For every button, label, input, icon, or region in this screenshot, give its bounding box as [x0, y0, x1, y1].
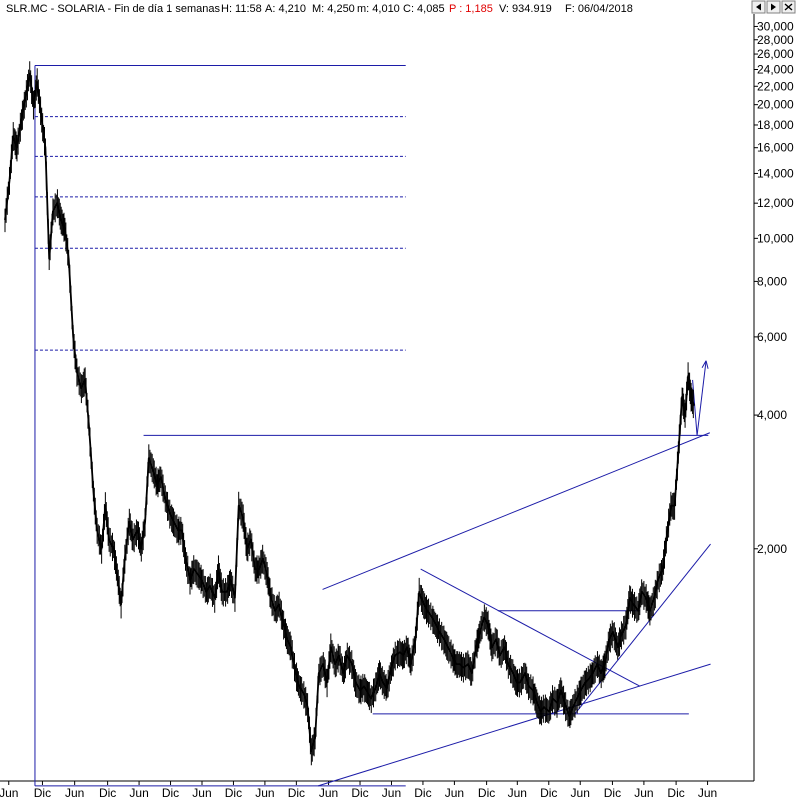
y-tick-label: 26,000: [757, 47, 794, 61]
trendline: [322, 432, 710, 590]
arrowhead-icon: [701, 360, 709, 369]
x-tick-label: Jun: [698, 786, 717, 799]
y-tick-label: 12,000: [757, 196, 794, 210]
y-tick-label: 8,000: [757, 274, 787, 288]
x-tick-label: Jun: [445, 786, 464, 799]
x-tick-label: Jun: [508, 786, 527, 799]
y-tick-label: 22,000: [757, 79, 794, 93]
header-open: A: 4,210: [265, 3, 306, 15]
y-tick-label: 16,000: [757, 141, 794, 155]
scroll-right-button[interactable]: [766, 0, 781, 14]
arrow-right-icon: [771, 3, 776, 11]
x-tick-label: Dic: [604, 786, 621, 799]
x-tick-label: Jun: [571, 786, 590, 799]
scroll-left-button[interactable]: [751, 0, 766, 14]
y-tick-label: 2,000: [757, 542, 787, 556]
dashed-levels: [34, 116, 406, 351]
price-series: [4, 61, 695, 766]
header-high: M: 4,250: [312, 3, 355, 15]
close-button[interactable]: [781, 0, 796, 14]
x-tick-label: Dic: [351, 786, 368, 799]
x-tick-label: Jun: [255, 786, 274, 799]
x-tick-label: Dic: [225, 786, 242, 799]
y-tick-label: 6,000: [757, 330, 787, 344]
x-tick-label: Dic: [478, 786, 495, 799]
x-tick-label: Jun: [129, 786, 148, 799]
y-tick-label: 18,000: [757, 118, 794, 132]
x-tick-label: Jun: [65, 786, 84, 799]
x-axis: Jun Dic Jun Dic Jun Dic Jun Dic Jun Dic Jun Dic Jun D…: [0, 781, 717, 800]
y-tick-label: 14,000: [757, 166, 794, 180]
y-tick-label: 4,000: [757, 408, 787, 422]
header-low: m: 4,010: [357, 3, 400, 15]
chart-header: SLR.MC - SOLARIA - Fin de día 1 semanas …: [6, 3, 633, 15]
x-tick-label: Jun: [192, 786, 211, 799]
x-tick-label: Dic: [162, 786, 179, 799]
y-tick-label: 28,000: [757, 33, 794, 47]
header-title: SLR.MC - SOLARIA - Fin de día 1 semanas: [6, 3, 220, 15]
arrow-left-icon: [756, 3, 761, 11]
x-tick-label: Dic: [540, 786, 557, 799]
header-volume: V: 934.919: [499, 3, 552, 15]
x-tick-label: Jun: [0, 786, 18, 799]
header-time: H: 11:58: [221, 3, 262, 15]
header-close: C: 4,085: [403, 3, 445, 15]
trendline: [317, 663, 711, 787]
close-icon: [784, 3, 793, 11]
trendline: [692, 379, 698, 436]
x-tick-label: Dic: [288, 786, 305, 799]
header-date: F: 06/04/2018: [565, 3, 633, 15]
y-tick-label: 24,000: [757, 62, 794, 76]
x-tick-label: Dic: [667, 786, 684, 799]
x-tick-label: Dic: [414, 786, 431, 799]
trendline: [574, 543, 711, 715]
y-tick-label: 30,000: [757, 19, 794, 33]
x-tick-label: Jun: [319, 786, 338, 799]
trendline: [696, 360, 707, 436]
x-tick-label: Dic: [99, 786, 116, 799]
trendlines: [34, 65, 711, 787]
header-change: P : 1,185: [449, 3, 493, 15]
y-tick-label: 20,000: [757, 98, 794, 112]
x-tick-label: Jun: [634, 786, 653, 799]
y-tick-label: 10,000: [757, 231, 794, 245]
x-tick-label: Jun: [382, 786, 401, 799]
x-tick-label: Dic: [34, 786, 51, 799]
